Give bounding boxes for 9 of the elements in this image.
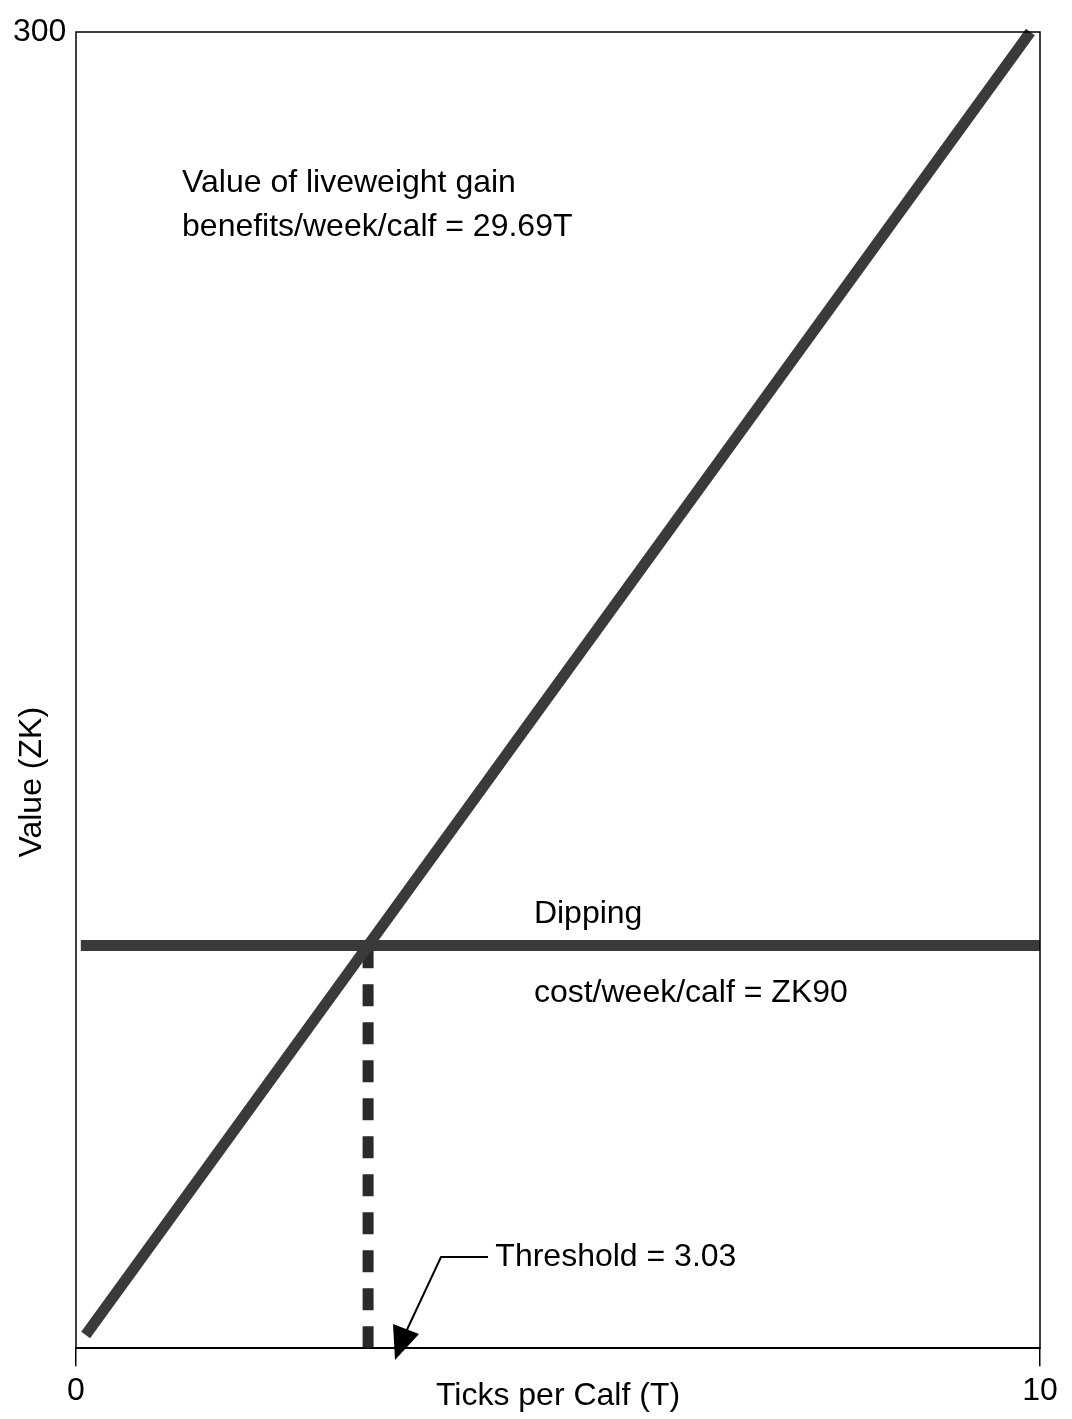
text: 300 bbox=[12, 11, 67, 48]
y-axis-title: Value (ZK) bbox=[11, 706, 48, 858]
annotation: Dipping bbox=[533, 893, 643, 930]
annotation: cost/week/calf = ZK90 bbox=[533, 972, 848, 1009]
annotation: Value of liveweight gain benefits/week/calf = 29.69T bbox=[182, 163, 573, 244]
x-tick-label: 10 bbox=[1022, 1371, 1058, 1408]
x-tick-label: 0 bbox=[67, 1371, 85, 1408]
x-axis-title: Ticks per Calf (T) bbox=[435, 1375, 681, 1412]
annotation: Threshold = 3.03 bbox=[495, 1237, 737, 1274]
